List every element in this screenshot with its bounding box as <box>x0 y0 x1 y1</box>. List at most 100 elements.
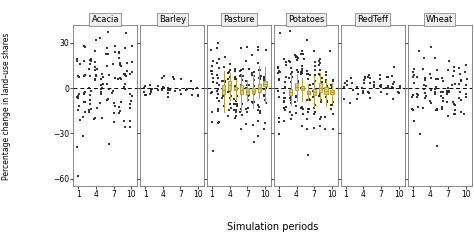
Point <box>109 62 117 66</box>
Title: Wheat: Wheat <box>426 15 454 24</box>
Point <box>93 106 101 110</box>
Point <box>238 86 246 90</box>
Point <box>282 80 289 84</box>
Point <box>250 70 258 74</box>
Point <box>122 31 130 34</box>
Point <box>249 123 257 127</box>
Point <box>257 109 264 113</box>
Point <box>231 68 239 71</box>
Point <box>274 66 282 70</box>
Point <box>260 127 268 131</box>
Point <box>213 46 220 50</box>
Point <box>287 96 294 100</box>
Point <box>208 110 216 114</box>
Point <box>215 84 223 87</box>
Point <box>121 46 128 50</box>
Point <box>450 69 458 73</box>
Point <box>249 91 256 95</box>
Point <box>126 72 134 75</box>
Point <box>318 87 325 91</box>
Point <box>146 92 154 96</box>
Point <box>189 93 196 97</box>
Point <box>127 93 134 96</box>
Point <box>288 113 295 117</box>
Point <box>226 96 234 100</box>
Point <box>287 117 294 121</box>
Point <box>327 49 334 52</box>
Point <box>148 87 156 91</box>
Point <box>353 97 361 100</box>
Point <box>215 66 223 70</box>
Point <box>166 88 173 92</box>
Point <box>311 73 319 77</box>
Point <box>303 98 311 102</box>
Point <box>243 87 251 91</box>
Point <box>87 59 94 63</box>
Point <box>446 59 453 63</box>
Bar <box>312 89 316 95</box>
Point <box>159 89 166 92</box>
Point <box>81 100 89 104</box>
Point <box>216 57 223 60</box>
Point <box>431 90 439 94</box>
Point <box>75 92 83 96</box>
Point <box>437 94 445 98</box>
Point <box>260 78 268 82</box>
Point <box>390 80 398 84</box>
Point <box>99 76 107 79</box>
Point <box>75 75 83 79</box>
Point <box>449 100 456 104</box>
Point <box>287 98 295 102</box>
Point <box>306 83 313 87</box>
Point <box>233 104 241 108</box>
Point <box>164 95 172 99</box>
Point <box>147 88 155 92</box>
Point <box>73 96 81 99</box>
Point <box>80 100 87 104</box>
Point <box>449 83 456 87</box>
Point <box>348 82 356 85</box>
Point <box>208 120 216 123</box>
Point <box>250 140 257 144</box>
Point <box>396 84 404 87</box>
Point <box>341 81 348 85</box>
Point <box>420 87 428 91</box>
Point <box>238 113 246 117</box>
Point <box>276 69 283 73</box>
Point <box>280 100 288 104</box>
Point <box>141 93 149 96</box>
Point <box>256 111 264 115</box>
Point <box>347 76 355 80</box>
Point <box>74 174 82 178</box>
Point <box>87 62 94 66</box>
Point <box>282 86 289 90</box>
Point <box>215 41 222 45</box>
Point <box>126 106 134 110</box>
Point <box>283 75 290 79</box>
Point <box>260 93 268 97</box>
Bar <box>324 87 328 94</box>
Point <box>360 81 368 85</box>
Point <box>121 125 129 128</box>
Point <box>255 105 262 109</box>
Point <box>104 52 112 56</box>
Point <box>287 72 295 76</box>
Point <box>121 88 129 91</box>
Point <box>316 92 324 96</box>
Bar <box>301 86 304 90</box>
Point <box>116 51 123 55</box>
Point <box>231 103 238 106</box>
Point <box>461 113 468 116</box>
Point <box>255 91 263 94</box>
Text: Percentage change in land–use shares: Percentage change in land–use shares <box>2 33 11 180</box>
Point <box>366 81 374 85</box>
Point <box>282 63 290 67</box>
Point <box>304 111 312 114</box>
Point <box>275 120 283 124</box>
Point <box>91 77 99 81</box>
Point <box>384 86 392 90</box>
Point <box>75 104 82 108</box>
Point <box>451 82 459 86</box>
Point <box>457 110 465 114</box>
Point <box>231 84 238 88</box>
